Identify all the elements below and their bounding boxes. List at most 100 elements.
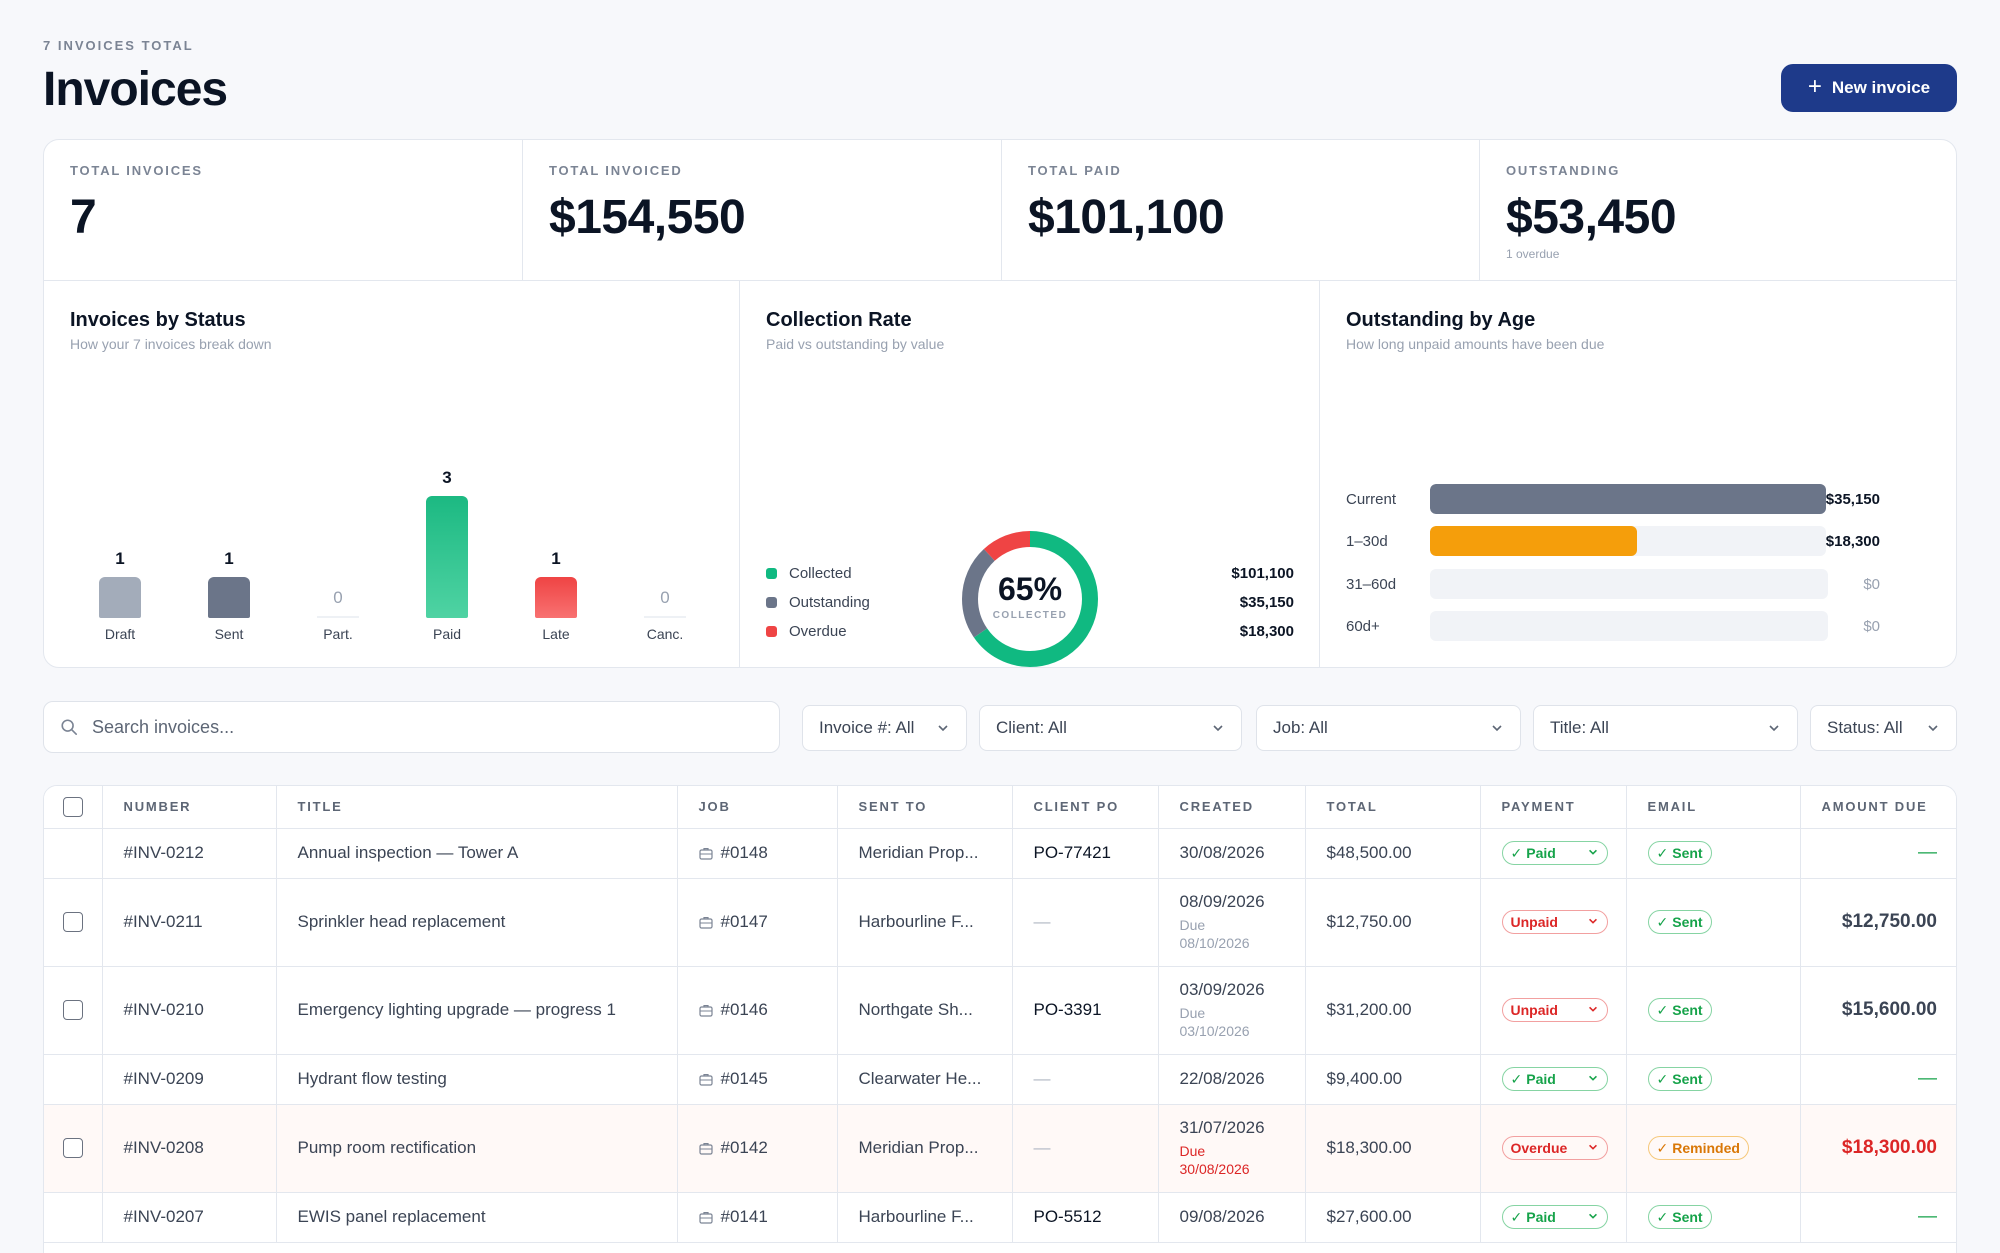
invoice-total: $48,500.00 [1305,828,1481,879]
bar-count-label: 1 [115,549,125,568]
bar-mark[interactable] [208,577,250,618]
col-email[interactable]: EMAIL [1626,786,1801,829]
job-link[interactable]: #0148 [698,843,837,863]
invoice-total: $31,200.00 [1305,966,1481,1055]
check-icon: ✓ [1510,1208,1523,1225]
filter-invoice-number[interactable]: Invoice #: All [802,705,967,751]
donut-svg [962,531,1098,667]
row-checkbox[interactable] [63,912,83,932]
new-invoice-button[interactable]: + New invoice [1781,64,1957,112]
payment-status-label: Unpaid [1510,914,1558,930]
job-cell[interactable]: #0148 [677,828,838,879]
bar-mark[interactable] [535,577,577,618]
bar-category-label: Part. [323,626,353,642]
table-row[interactable]: #INV-0210 Emergency lighting upgrade — pr… [44,966,1956,1055]
job-cell[interactable]: #0147 [677,878,838,967]
payment-status-dropdown[interactable]: Unpaid [1501,910,1608,934]
search-icon [61,719,78,736]
job-number: #0145 [720,1069,768,1088]
col-amount-due[interactable]: AMOUNT DUE [1800,786,1956,829]
age-bar-mark[interactable] [1429,526,1637,556]
invoice-number[interactable]: #INV-0211 [102,878,277,967]
job-cell[interactable]: #0141 [677,1192,838,1243]
age-label: 60d+ [1346,617,1380,635]
chevron-down-icon [1587,1002,1599,1018]
email-cell: ✓ Reminded [1626,1104,1801,1193]
bar-mark[interactable] [99,577,141,618]
job-link[interactable]: #0141 [698,1207,837,1227]
invoice-number[interactable]: #INV-0210 [102,966,277,1055]
job-link[interactable]: #0146 [698,1000,837,1020]
status-bar-paid: 3 Paid [412,281,482,667]
created-date: 08/09/2026 [1179,892,1265,911]
table-row[interactable]: #INV-0208 Pump room rectification #0142 Mer… [44,1104,1956,1193]
collection-panel: Collection Rate Paid vs outstanding by v… [740,281,1320,667]
col-payment[interactable]: PAYMENT [1480,786,1627,829]
legend-label: Outstanding [789,594,870,611]
payment-status-dropdown[interactable]: ✓ Paid [1501,1067,1608,1091]
job-link[interactable]: #0145 [698,1069,837,1089]
select-all-checkbox[interactable] [63,796,83,817]
col-client-po[interactable]: CLIENT PO [1012,786,1159,829]
age-bar-mark[interactable] [1429,484,1826,514]
invoice-title: Annual inspection — Tower A [276,828,678,879]
job-link[interactable]: #0147 [698,912,837,932]
search-input[interactable] [92,716,752,738]
filter-job[interactable]: Job: All [1256,705,1521,751]
due-value: 03/10/2026 [1179,1023,1250,1039]
email-status-badge: ✓ Sent [1647,1205,1712,1229]
invoice-number[interactable]: #INV-0208 [102,1104,277,1193]
bar-category-label: Late [542,626,570,642]
donut-slice-outstanding[interactable] [962,531,1098,667]
email-cell: ✓ Sent [1626,966,1801,1055]
job-number: #0148 [720,843,768,862]
row-select-cell [44,1104,103,1193]
new-invoice-label: New invoice [1831,78,1931,97]
check-icon: ✓ [1656,1070,1669,1087]
collection-legend-collected: Collected $101,100 [766,565,1294,582]
col-sent-to[interactable]: SENT TO [837,786,1013,829]
col-title[interactable]: TITLE [276,786,678,829]
chevron-down-icon [1587,845,1599,861]
payment-status-dropdown[interactable]: ✓ Paid [1501,1205,1608,1229]
filter-status[interactable]: Status: All [1810,705,1957,751]
invoice-number[interactable]: #INV-0209 [102,1054,277,1105]
payment-status-dropdown[interactable]: ✓ Paid [1501,841,1608,865]
col-job[interactable]: JOB [677,786,838,829]
job-link[interactable]: #0142 [698,1138,837,1158]
row-select-cell [44,1192,103,1243]
job-cell[interactable]: #0146 [677,966,838,1055]
col-number[interactable]: NUMBER [102,786,277,829]
row-checkbox[interactable] [63,1138,83,1158]
row-checkbox[interactable] [63,1000,83,1020]
stat-label: TOTAL INVOICES [70,163,203,178]
invoice-number[interactable]: #INV-0207 [102,1192,277,1243]
invoice-number[interactable]: #INV-0212 [102,828,277,879]
sent-to: Northgate Sh... [837,966,1013,1055]
payment-status-label: Paid [1526,1071,1556,1087]
table-row[interactable]: #INV-0212 Annual inspection — Tower A #014… [44,828,1956,879]
check-icon: ✓ [1510,844,1523,861]
filter-client[interactable]: Client: All [979,705,1242,751]
col-total[interactable]: TOTAL [1305,786,1481,829]
briefcase-icon [698,916,713,929]
table-row[interactable]: #INV-0209 Hydrant flow testing #0145 Clearw… [44,1054,1956,1105]
table-row[interactable]: #INV-0207 EWIS panel replacement #0141 Harb… [44,1192,1956,1243]
stat-label: TOTAL PAID [1028,163,1122,178]
chevron-down-icon [1587,1140,1599,1156]
due-label: Due [1179,917,1206,933]
donut-slice-overdue[interactable] [962,531,1098,667]
search-box[interactable] [43,701,780,753]
payment-status-dropdown[interactable]: Unpaid [1501,998,1608,1022]
stat-value: 7 [70,191,97,244]
status-bar-sent: 1 Sent [194,281,264,667]
payment-status-dropdown[interactable]: Overdue [1501,1136,1608,1160]
table-row[interactable]: #INV-0211 Sprinkler head replacement #0147… [44,878,1956,967]
bar-mark[interactable] [426,496,468,618]
job-cell[interactable]: #0142 [677,1104,838,1193]
filter-title[interactable]: Title: All [1533,705,1798,751]
col-created[interactable]: CREATED [1158,786,1306,829]
job-cell[interactable]: #0145 [677,1054,838,1105]
email-status-label: Sent [1672,1209,1703,1225]
legend-value: $35,150 [1239,594,1294,611]
